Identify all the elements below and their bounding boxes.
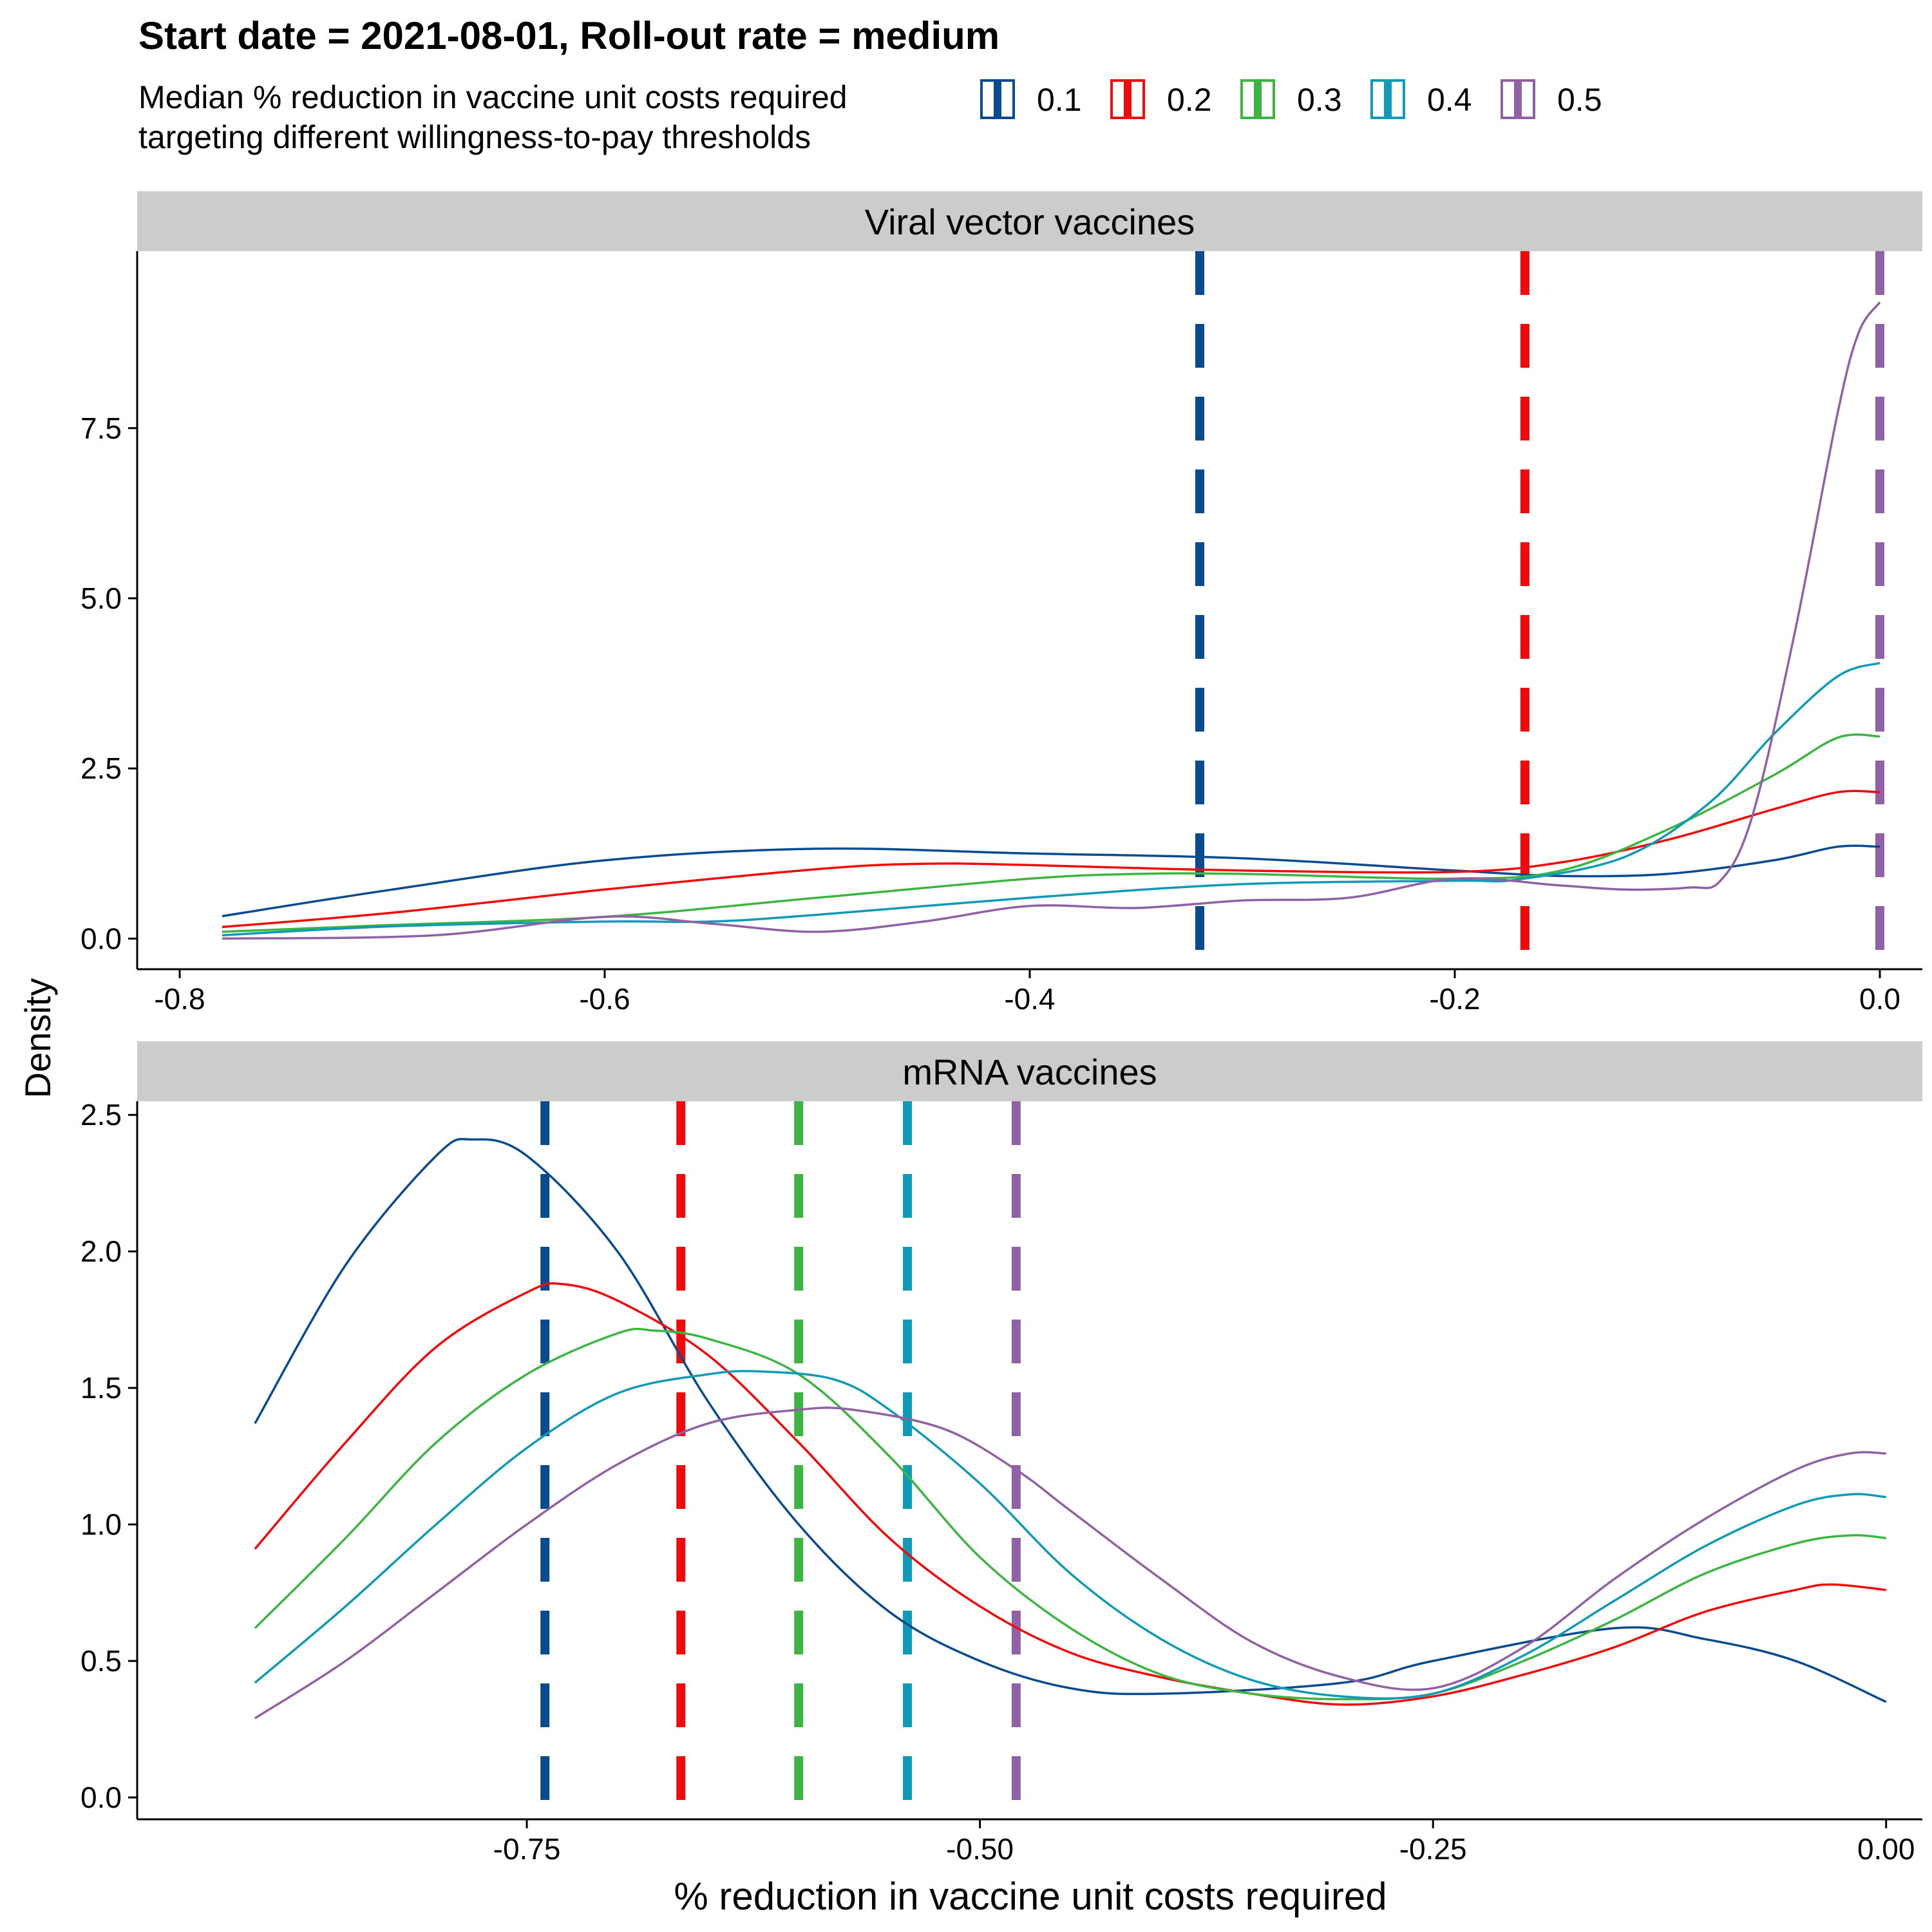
density-curve-0.3 — [222, 733, 1880, 933]
legend-item-0.3: 0.3 — [1240, 79, 1342, 119]
y-tick-label: 1.5 — [80, 1371, 122, 1405]
legend-item-0.4: 0.4 — [1370, 79, 1472, 119]
legend-label-0.5: 0.5 — [1557, 82, 1602, 118]
axes-viral-vector: 0.0 2.5 5.0 7.5 -0.8 -0.6 -0.4 -0.2 0.0 — [80, 251, 1922, 1016]
legend-label-0.3: 0.3 — [1297, 82, 1342, 118]
density-curve-0.5 — [222, 301, 1881, 940]
density-curve-0.4 — [222, 661, 1880, 936]
legend-item-0.5: 0.5 — [1501, 79, 1602, 119]
y-tick-label: 7.5 — [80, 412, 122, 445]
density-curve-0.2 — [254, 1282, 1886, 1706]
legend-title-line2: targeting different willingness-to-pay t… — [138, 119, 811, 155]
legend-item-0.2: 0.2 — [1110, 79, 1212, 119]
legend-label-0.4: 0.4 — [1427, 82, 1472, 118]
panel-mrna: mRNA vaccines 0.0 0.5 1.0 1.5 2.0 2.5 -0.75 -0.… — [80, 1041, 1922, 1866]
x-tick-label: 0.00 — [1857, 1832, 1915, 1866]
panel-strip-mrna — [137, 1041, 1922, 1101]
x-tick-label: -0.2 — [1429, 982, 1480, 1016]
y-tick-label: 0.0 — [80, 922, 122, 955]
y-axis-label: Density — [17, 978, 58, 1099]
panel-title-viral-vector: Viral vector vaccines — [865, 202, 1195, 242]
legend: 0.1 0.2 0.3 0.4 0.5 — [980, 79, 1602, 119]
x-tick-label: -0.4 — [1004, 982, 1055, 1016]
median-lines-mrna — [540, 1101, 1021, 1819]
density-curve-0.1 — [254, 1138, 1887, 1703]
y-tick-label: 2.5 — [80, 1098, 122, 1132]
x-tick-label: -0.25 — [1399, 1832, 1467, 1866]
axes-mrna: 0.0 0.5 1.0 1.5 2.0 2.5 -0.75 -0.50 -0.25 0.00 — [80, 1098, 1922, 1866]
density-curve-0.3 — [254, 1327, 1886, 1701]
legend-item-0.1: 0.1 — [980, 79, 1082, 119]
x-tick-label: -0.75 — [493, 1832, 561, 1866]
legend-label-0.2: 0.2 — [1167, 82, 1212, 118]
density-curves-viral-vector — [222, 301, 1881, 940]
x-tick-label: -0.8 — [154, 982, 205, 1016]
panel-viral-vector: Viral vector vaccines 0.0 2.5 5.0 7.5 -0.8 -0… — [80, 191, 1922, 1016]
median-lines-viral-vector — [1195, 251, 1884, 969]
x-tick-label: 0.0 — [1859, 982, 1900, 1016]
y-tick-label: 2.5 — [80, 752, 122, 785]
y-tick-label: 5.0 — [80, 582, 122, 615]
density-curve-0.1 — [222, 844, 1880, 918]
density-curve-0.4 — [254, 1370, 1886, 1700]
chart-title: Start date = 2021-08-01, Roll-out rate =… — [138, 14, 999, 57]
x-tick-label: -0.6 — [579, 982, 630, 1016]
x-axis-label: % reduction in vaccine unit costs requir… — [674, 1875, 1387, 1918]
y-tick-label: 1.0 — [80, 1508, 122, 1541]
y-tick-label: 0.5 — [80, 1644, 122, 1678]
y-tick-label: 0.0 — [80, 1781, 122, 1814]
y-tick-label: 2.0 — [80, 1235, 122, 1268]
panel-strip-viral-vector — [137, 191, 1922, 251]
panel-title-mrna: mRNA vaccines — [902, 1052, 1157, 1092]
legend-title-line1: Median % reduction in vaccine unit costs… — [138, 79, 848, 115]
density-curves-mrna — [254, 1138, 1887, 1719]
density-curve-0.5 — [254, 1406, 1886, 1719]
density-curve-0.2 — [222, 790, 1880, 929]
x-tick-label: -0.50 — [946, 1832, 1014, 1866]
legend-label-0.1: 0.1 — [1037, 82, 1082, 118]
